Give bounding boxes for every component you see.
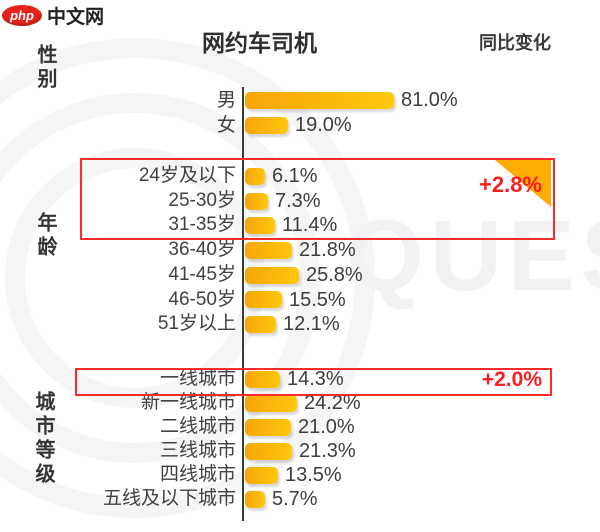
watermark-text: QUES	[346, 200, 600, 312]
category-label: 36-40岁	[168, 239, 236, 261]
bar	[245, 490, 265, 508]
category-label: 41-45岁	[168, 263, 236, 285]
category-label: 新一线城市	[140, 392, 236, 413]
chart-row: 41-45岁 25.8%	[0, 263, 600, 288]
category-label: 24岁及以下	[138, 165, 236, 186]
category-label: 31-35岁	[168, 214, 236, 236]
bar	[245, 241, 292, 259]
yoy-change-value-age: +2.8%	[479, 172, 542, 197]
chart-row: 五线及以下城市 5.7%	[0, 487, 600, 511]
bar	[245, 217, 275, 235]
value-label: 21.0%	[298, 416, 355, 438]
bar	[245, 442, 292, 460]
yoy-change-value-city: +2.0%	[481, 368, 542, 391]
value-label: 5.7%	[272, 488, 318, 510]
chart-row: 36-40岁 21.8%	[0, 238, 600, 263]
value-label: 21.8%	[299, 239, 356, 262]
site-logo: php 中文网	[2, 2, 104, 29]
chart-row: 25-30岁 7.3%	[0, 189, 600, 214]
bar	[245, 291, 282, 309]
highlight-box-city	[75, 368, 552, 396]
category-label: 46-50岁	[168, 288, 236, 310]
bar	[245, 192, 268, 210]
chart-row: 一线城市 14.3%	[0, 367, 600, 391]
chart-row: 三线城市 21.3%	[0, 439, 600, 463]
chart-row: 46-50岁 15.5%	[0, 288, 600, 313]
value-label: 21.3%	[299, 440, 356, 462]
axis-line	[242, 87, 244, 521]
bar	[245, 418, 291, 436]
bar	[245, 167, 265, 185]
value-label: 14.3%	[287, 368, 344, 390]
category-label: 一线城市	[159, 368, 236, 389]
highlight-box-age	[80, 158, 555, 240]
php-logo-badge: php	[2, 5, 42, 26]
chart-title: 网约车司机	[202, 30, 317, 56]
section-label-age: 年龄	[34, 212, 56, 260]
chart-row: 24岁及以下 6.1%	[0, 164, 600, 189]
value-label: 25.8%	[306, 263, 363, 286]
bar	[245, 466, 278, 484]
category-label: 三线城市	[159, 440, 236, 461]
chart-row: 女 19.0%	[0, 113, 600, 138]
bar	[245, 394, 297, 412]
bar	[245, 370, 280, 388]
value-label: 81.0%	[401, 89, 458, 111]
category-label: 25-30岁	[168, 189, 236, 211]
value-label: 11.4%	[282, 214, 338, 237]
bar	[245, 316, 276, 334]
section-label-city-tier: 城市等级	[32, 391, 54, 487]
bar	[245, 266, 299, 284]
value-label: 19.0%	[295, 114, 352, 136]
value-label: 12.1%	[283, 313, 340, 336]
chart-row: 51岁以上 12.1%	[0, 312, 600, 337]
chart-row: 新一线城市 24.2%	[0, 391, 600, 415]
section-label-gender: 性别	[34, 44, 56, 92]
category-label: 四线城市	[159, 464, 236, 485]
value-label: 7.3%	[275, 189, 321, 212]
category-label: 二线城市	[159, 416, 236, 437]
chart-row: 四线城市 13.5%	[0, 463, 600, 487]
bar	[245, 117, 288, 134]
value-label: 24.2%	[304, 392, 361, 414]
value-label: 13.5%	[285, 464, 342, 486]
site-logo-text: 中文网	[47, 7, 105, 28]
chart-row: 二线城市 21.0%	[0, 415, 600, 439]
category-label: 男	[216, 90, 236, 111]
bar	[245, 92, 394, 109]
yoy-change-header: 同比变化	[479, 33, 551, 53]
chart-row: 31-35岁 11.4%	[0, 213, 600, 238]
category-label: 五线及以下城市	[102, 488, 236, 509]
chart-row: 男 81.0%	[0, 88, 600, 113]
category-label: 女	[216, 115, 236, 136]
value-label: 15.5%	[289, 288, 346, 311]
category-label: 51岁以上	[157, 313, 236, 335]
value-label: 6.1%	[272, 165, 318, 187]
